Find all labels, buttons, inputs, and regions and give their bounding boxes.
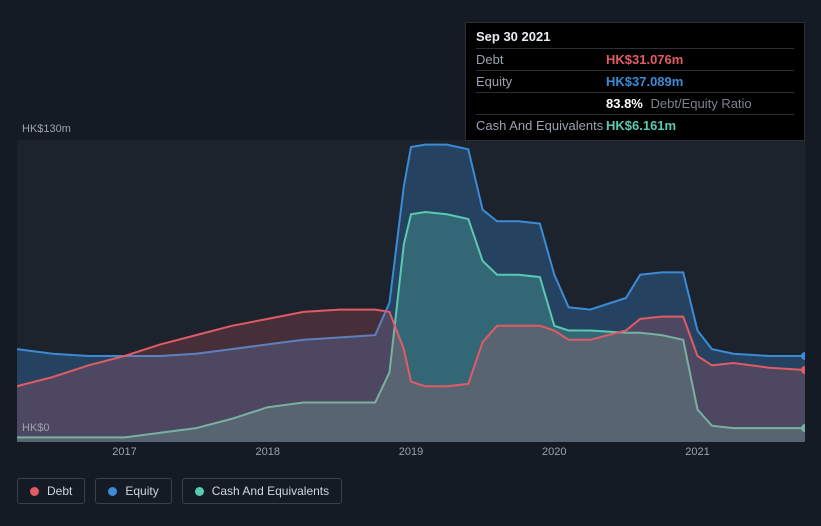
ratio-label: Debt/Equity Ratio [651, 96, 752, 111]
tooltip-row-cash: Cash And Equivalents HK$6.161m [476, 114, 794, 136]
legend-label: Debt [47, 484, 72, 498]
tooltip-label: Debt [476, 52, 606, 67]
tooltip-value: HK$6.161m [606, 118, 794, 133]
y-axis-max-label: HK$130m [22, 123, 71, 135]
y-axis-min-label: HK$0 [22, 422, 50, 434]
x-tick: 2017 [112, 446, 136, 458]
tooltip-row-equity: Equity HK$37.089m [476, 70, 794, 92]
tooltip-date: Sep 30 2021 [476, 29, 794, 44]
x-tick: 2018 [255, 446, 279, 458]
tooltip-row-ratio: 83.8% Debt/Equity Ratio [476, 92, 794, 114]
legend-item-equity[interactable]: Equity [95, 478, 171, 504]
tooltip-row-debt: Debt HK$31.076m [476, 48, 794, 70]
tooltip-value: HK$37.089m [606, 74, 794, 89]
x-tick: 2020 [542, 446, 566, 458]
tooltip-label: Equity [476, 74, 606, 89]
legend-item-cash[interactable]: Cash And Equivalents [182, 478, 342, 504]
legend-dot-icon [30, 487, 39, 496]
area-chart [17, 140, 805, 442]
x-tick: 2021 [685, 446, 709, 458]
tooltip-value: HK$31.076m [606, 52, 794, 67]
legend-dot-icon [108, 487, 117, 496]
legend-label: Equity [125, 484, 158, 498]
x-tick: 2019 [399, 446, 423, 458]
tooltip-value: 83.8% Debt/Equity Ratio [606, 96, 794, 111]
tooltip-label: Cash And Equivalents [476, 118, 606, 133]
x-axis: 2017 2018 2019 2020 2021 [17, 446, 805, 464]
legend-dot-icon [195, 487, 204, 496]
chart-tooltip: Sep 30 2021 Debt HK$31.076m Equity HK$37… [465, 22, 805, 141]
legend-item-debt[interactable]: Debt [17, 478, 85, 504]
legend-label: Cash And Equivalents [212, 484, 329, 498]
tooltip-label [476, 96, 606, 111]
chart-legend: Debt Equity Cash And Equivalents [17, 478, 342, 504]
ratio-pct: 83.8% [606, 96, 643, 111]
